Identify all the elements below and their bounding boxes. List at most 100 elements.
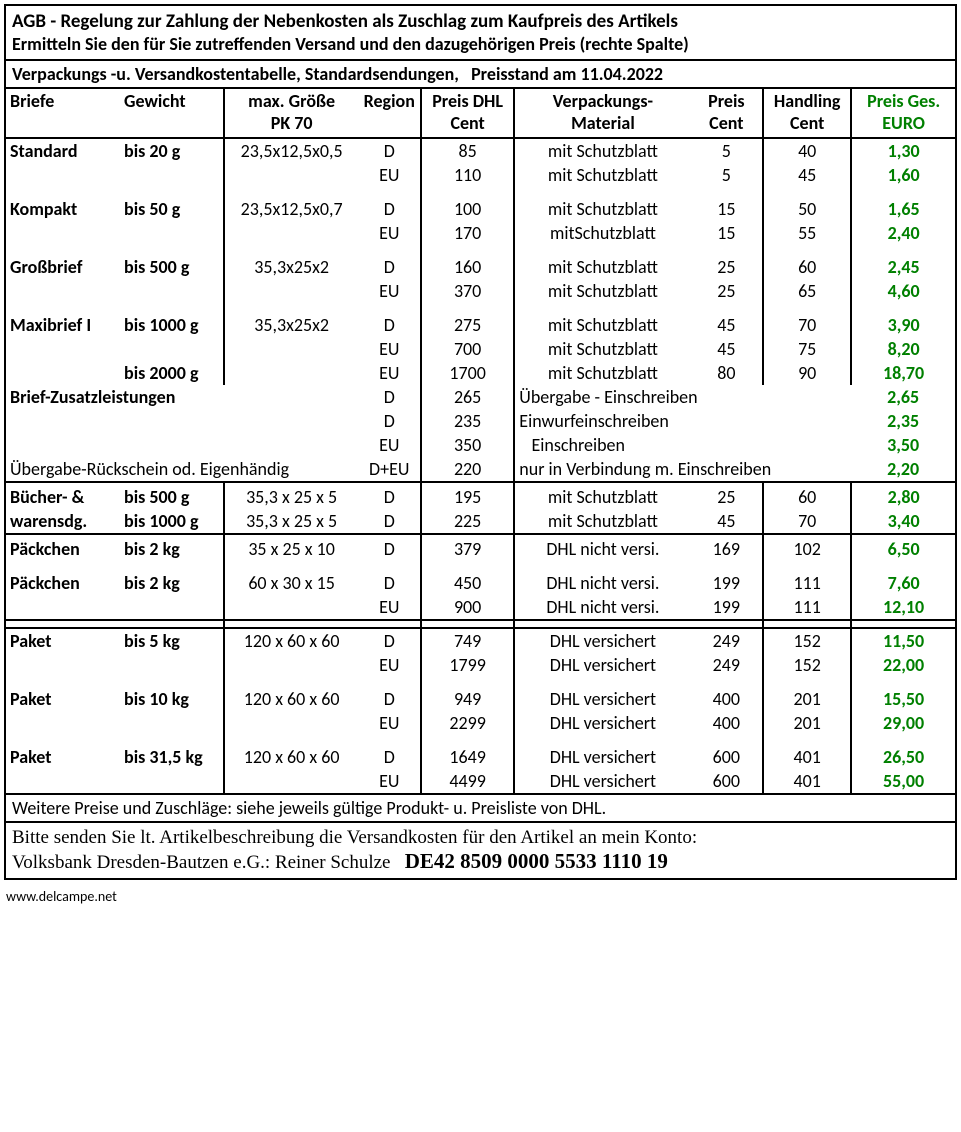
cell-weight: bis 1000 g	[120, 313, 224, 337]
cell-dhl: 900	[421, 595, 514, 620]
cell-matprice: 249	[691, 653, 764, 677]
cell-region: EU	[359, 711, 421, 735]
cell-dhl: 450	[421, 571, 514, 595]
cell-total: 26,50	[851, 745, 955, 769]
cell-dhl: 225	[421, 509, 514, 534]
cell-type: Paket	[6, 687, 120, 711]
col-size-header: max. GrößePK 70	[224, 89, 359, 138]
table-row	[6, 303, 955, 313]
cell-handling: 50	[763, 197, 851, 221]
table-caption: Verpackungs -u. Versandkostentabelle, St…	[6, 61, 955, 89]
table-row: Großbriefbis 500 g35,3x25x2D160mit Schut…	[6, 255, 955, 279]
table-row: Paketbis 5 kg120 x 60 x 60D749DHL versic…	[6, 628, 955, 653]
col-dhl-header: Preis DHLCent	[421, 89, 514, 138]
cell-type: Bücher- &	[6, 485, 120, 509]
table-row: warensdg.bis 1000 g35,3 x 25 x 5D225mit …	[6, 509, 955, 534]
cell-weight	[120, 163, 224, 187]
table-row: EU110mit Schutzblatt5451,60	[6, 163, 955, 187]
cell-total: 29,00	[851, 711, 955, 735]
cell-matprice: 25	[691, 279, 764, 303]
bank-line2: Volksbank Dresden-Bautzen e.G.: Reiner S…	[12, 849, 949, 874]
cell-total: 7,60	[851, 571, 955, 595]
cell-type	[6, 653, 120, 677]
table-row: Päckchenbis 2 kg35 x 25 x 10D379DHL nich…	[6, 537, 955, 561]
header-subtitle: Ermitteln Sie den für Sie zutreffenden V…	[12, 33, 949, 55]
table-row: EU1799DHL versichert24915222,00	[6, 653, 955, 677]
cell-material: DHL versichert	[514, 769, 690, 793]
cell-dhl: 2299	[421, 711, 514, 735]
cell-dhl: 220	[421, 457, 514, 482]
table-row	[6, 561, 955, 571]
cell-handling: 60	[763, 255, 851, 279]
cell-material: DHL versichert	[514, 628, 690, 653]
cell-material: mit Schutzblatt	[514, 313, 690, 337]
cell-total: 4,60	[851, 279, 955, 303]
cell-weight	[120, 337, 224, 361]
cell-dhl: 275	[421, 313, 514, 337]
table-row	[6, 245, 955, 255]
col-region-header: Region	[359, 89, 421, 138]
cell-size	[224, 711, 359, 735]
cell-handling: 70	[763, 509, 851, 534]
cell-total: 8,20	[851, 337, 955, 361]
table-row	[6, 735, 955, 745]
cell-region: D	[359, 687, 421, 711]
cell-material: DHL versichert	[514, 711, 690, 735]
cell-type: Päckchen	[6, 537, 120, 561]
cell-dhl: 160	[421, 255, 514, 279]
cell-material: mit Schutzblatt	[514, 279, 690, 303]
table-row	[6, 620, 955, 628]
cell-handling: 111	[763, 571, 851, 595]
cell-region: EU	[359, 279, 421, 303]
cell-dhl: 4499	[421, 769, 514, 793]
cell-region: D	[359, 313, 421, 337]
table-row: Bücher- &bis 500 g35,3 x 25 x 5D195mit S…	[6, 485, 955, 509]
cell-matprice: 600	[691, 745, 764, 769]
cell-matprice: 249	[691, 628, 764, 653]
cell-matprice: 199	[691, 595, 764, 620]
cell-size	[224, 769, 359, 793]
cell-size	[224, 337, 359, 361]
cell-type: Kompakt	[6, 197, 120, 221]
cell-region: D	[359, 628, 421, 653]
cell-handling: 152	[763, 653, 851, 677]
cell-type	[6, 361, 120, 385]
bank-iban: DE42 8509 0000 5533 1110 19	[405, 849, 668, 873]
cell-total: 2,65	[851, 385, 955, 409]
cell-weight: bis 31,5 kg	[120, 745, 224, 769]
cell-matprice: 45	[691, 509, 764, 534]
cell-region: D	[359, 385, 421, 409]
cell-type	[6, 595, 120, 620]
cell-material: Einschreiben	[514, 433, 851, 457]
cell-weight: bis 500 g	[120, 485, 224, 509]
cell-size: 60 x 30 x 15	[224, 571, 359, 595]
cell-handling: 70	[763, 313, 851, 337]
cell-total: 1,60	[851, 163, 955, 187]
cell-dhl: 1799	[421, 653, 514, 677]
cell-region: D	[359, 138, 421, 163]
cell-total: 12,10	[851, 595, 955, 620]
cell-material: DHL nicht versi.	[514, 537, 690, 561]
cell-handling: 90	[763, 361, 851, 385]
cell-material: DHL versichert	[514, 653, 690, 677]
cell-size: 35 x 25 x 10	[224, 537, 359, 561]
cell-material: mit Schutzblatt	[514, 163, 690, 187]
cell-weight: bis 10 kg	[120, 687, 224, 711]
table-row: Übergabe-Rückschein od. EigenhändigD+EU2…	[6, 457, 955, 482]
table-row: Standardbis 20 g23,5x12,5x0,5D85mit Schu…	[6, 138, 955, 163]
cell-matprice: 169	[691, 537, 764, 561]
col-handling-header: HandlingCent	[763, 89, 851, 138]
table-row: Brief-ZusatzleistungenD265Übergabe - Ein…	[6, 385, 955, 409]
footnote: Weitere Preise und Zuschläge: siehe jewe…	[6, 793, 955, 821]
cell-dhl: 1649	[421, 745, 514, 769]
table-row: Päckchenbis 2 kg60 x 30 x 15D450DHL nich…	[6, 571, 955, 595]
cell-size: 120 x 60 x 60	[224, 745, 359, 769]
row-label: Übergabe-Rückschein od. Eigenhändig	[6, 457, 359, 482]
cell-size	[224, 221, 359, 245]
cell-region: D	[359, 255, 421, 279]
cell-matprice: 15	[691, 221, 764, 245]
bank-line1: Bitte senden Sie lt. Artikelbeschreibung…	[12, 827, 949, 849]
col-material-header: Verpackungs-Material	[514, 89, 690, 138]
cell-material: mit Schutzblatt	[514, 138, 690, 163]
cell-weight	[120, 595, 224, 620]
